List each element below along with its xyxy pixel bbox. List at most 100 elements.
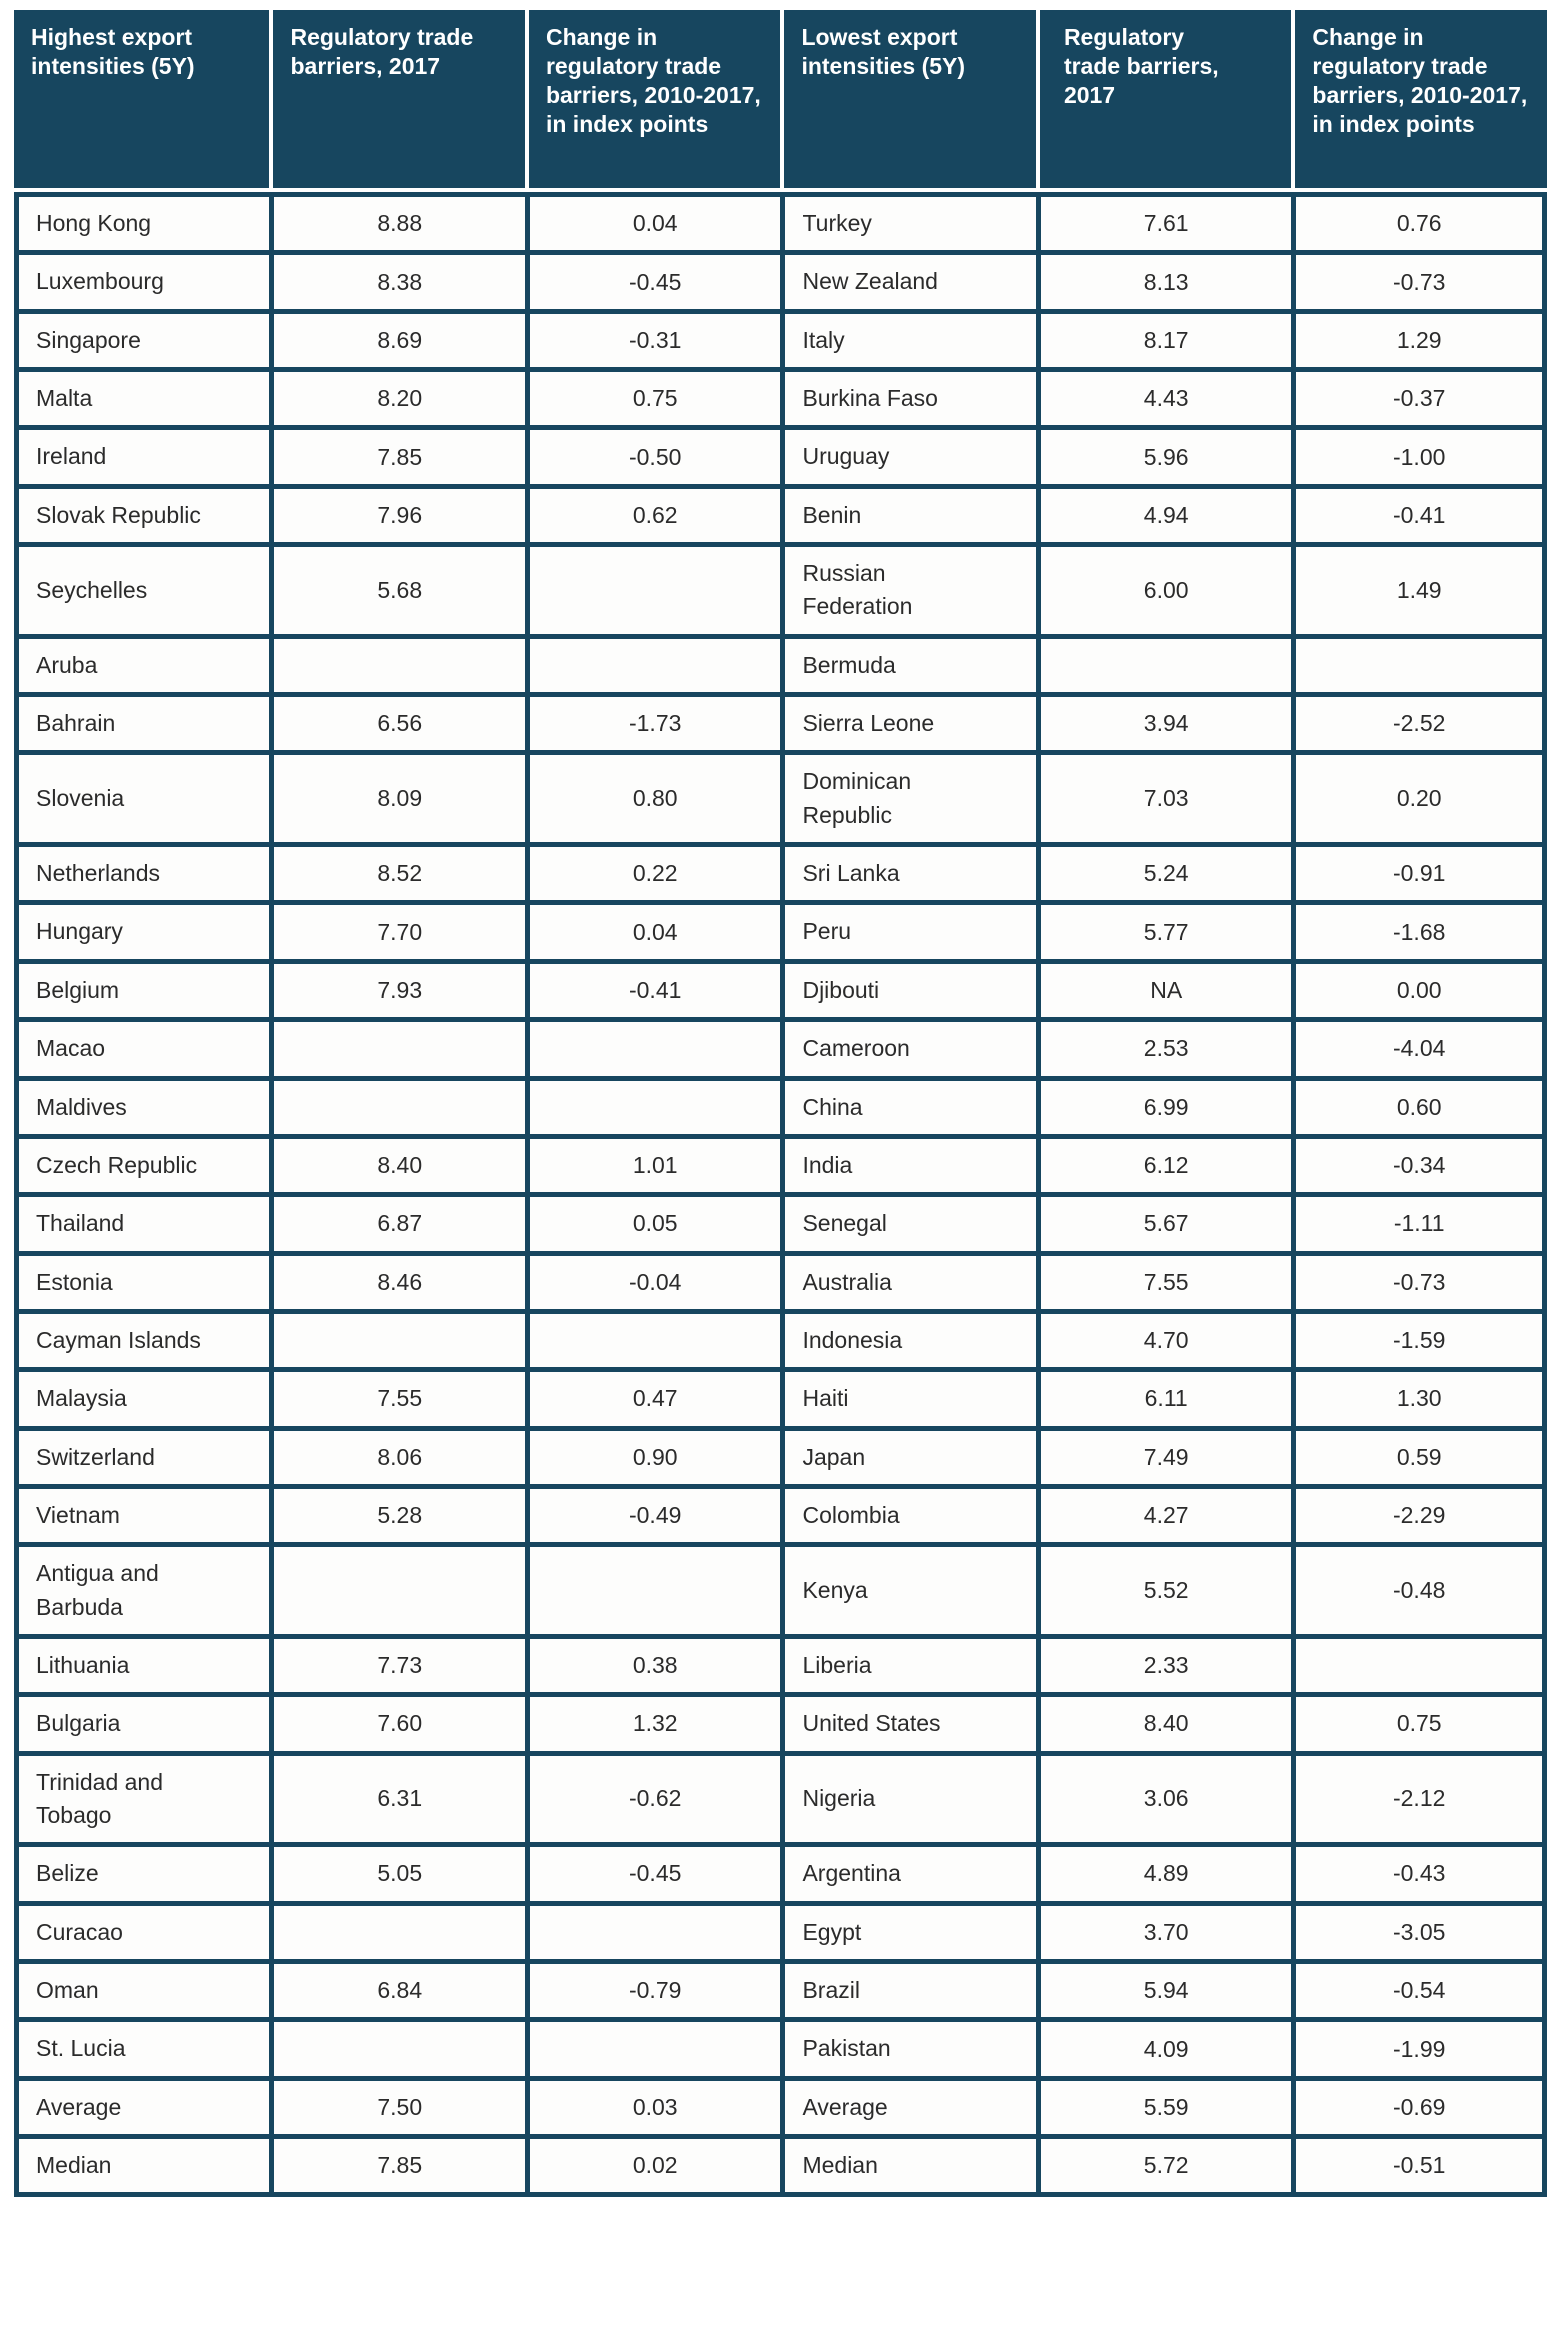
value-cell: -0.37 <box>1291 372 1547 431</box>
value-cell: -0.04 <box>524 1255 781 1314</box>
value-cell: -2.52 <box>1291 697 1547 756</box>
country-cell: Hungary <box>14 905 270 964</box>
country-cell: India <box>780 1138 1036 1198</box>
column-header-lowest-export: Lowest export intensities (5Y) <box>780 10 1036 192</box>
country-cell: Lithuania <box>14 1638 270 1698</box>
country-cell: Pakistan <box>780 2022 1036 2081</box>
value-cell: 0.80 <box>524 755 781 848</box>
value-cell: 0.47 <box>524 1372 781 1431</box>
country-cell: Estonia <box>14 1255 270 1314</box>
table-row: Netherlands 8.52 0.22 Sri Lanka 5.24 -0.91 <box>14 847 1547 906</box>
country-cell: Sierra Leone <box>780 697 1036 756</box>
value-cell: 1.30 <box>1291 1372 1547 1431</box>
value-cell: 7.50 <box>269 2080 525 2140</box>
value-cell: 4.27 <box>1035 1488 1292 1548</box>
value-cell: 1.32 <box>524 1697 781 1756</box>
value-cell: 5.94 <box>1035 1964 1292 2023</box>
value-cell: -0.50 <box>524 430 781 489</box>
country-cell: Average <box>780 2080 1036 2140</box>
value-cell: 7.93 <box>269 963 525 1023</box>
table-row: Antigua and Barbuda Kenya 5.52 -0.48 <box>14 1547 1547 1639</box>
value-cell: 8.52 <box>269 847 525 906</box>
country-cell: Argentina <box>780 1847 1036 1906</box>
value-cell <box>269 2022 525 2081</box>
value-cell: 0.76 <box>1291 192 1547 256</box>
value-cell: 8.38 <box>269 255 525 314</box>
table-row: Macao Cameroon 2.53 -4.04 <box>14 1022 1547 1081</box>
value-cell: -1.73 <box>524 697 781 756</box>
country-cell: Indonesia <box>780 1313 1036 1373</box>
value-cell: 1.49 <box>1291 547 1547 639</box>
value-cell: 5.24 <box>1035 847 1292 906</box>
value-cell: 5.59 <box>1035 2080 1292 2140</box>
value-cell: 7.96 <box>269 488 525 548</box>
table-row: Bahrain 6.56 -1.73 Sierra Leone 3.94 -2.52 <box>14 697 1547 756</box>
value-cell: 4.43 <box>1035 372 1292 431</box>
table-row: Lithuania 7.73 0.38 Liberia 2.33 <box>14 1638 1547 1698</box>
table-row: Estonia 8.46 -0.04 Australia 7.55 -0.73 <box>14 1255 1547 1314</box>
value-cell: -0.48 <box>1291 1547 1547 1639</box>
table-row: Thailand 6.87 0.05 Senegal 5.67 -1.11 <box>14 1197 1547 1256</box>
value-cell <box>269 1080 525 1139</box>
value-cell: -0.51 <box>1291 2139 1547 2198</box>
value-cell: 6.84 <box>269 1964 525 2023</box>
country-cell: Senegal <box>780 1197 1036 1256</box>
table-row: Singapore 8.69 -0.31 Italy 8.17 1.29 <box>14 313 1547 373</box>
country-cell: Japan <box>780 1430 1036 1489</box>
value-cell: -0.69 <box>1291 2080 1547 2140</box>
value-cell: -0.73 <box>1291 1255 1547 1314</box>
value-cell: -1.99 <box>1291 2022 1547 2081</box>
value-cell: -0.41 <box>524 963 781 1023</box>
value-cell: -0.79 <box>524 1964 781 2023</box>
value-cell: -0.54 <box>1291 1964 1547 2023</box>
country-cell: Trinidad and Tobago <box>14 1755 270 1848</box>
value-cell: -0.91 <box>1291 847 1547 906</box>
value-cell: 0.00 <box>1291 963 1547 1023</box>
table-row: St. Lucia Pakistan 4.09 -1.99 <box>14 2022 1547 2081</box>
value-cell: -4.04 <box>1291 1022 1547 1081</box>
value-cell <box>269 1547 525 1639</box>
country-cell: Benin <box>780 488 1036 548</box>
value-cell: 2.33 <box>1035 1638 1292 1698</box>
country-cell: Belgium <box>14 963 270 1023</box>
value-cell: 0.04 <box>524 192 781 256</box>
country-cell: Turkey <box>780 192 1036 256</box>
country-cell: Sri Lanka <box>780 847 1036 906</box>
country-cell: Thailand <box>14 1197 270 1256</box>
value-cell <box>524 547 781 639</box>
value-cell: 6.11 <box>1035 1372 1292 1431</box>
value-cell: -2.29 <box>1291 1488 1547 1548</box>
country-cell: Malaysia <box>14 1372 270 1431</box>
value-cell: 8.06 <box>269 1430 525 1489</box>
table-row: Median 7.85 0.02 Median 5.72 -0.51 <box>14 2139 1547 2198</box>
value-cell: -0.41 <box>1291 488 1547 548</box>
table-row: Bulgaria 7.60 1.32 United States 8.40 0.75 <box>14 1697 1547 1756</box>
country-cell: Median <box>780 2139 1036 2198</box>
country-cell: Brazil <box>780 1964 1036 2023</box>
country-cell: Macao <box>14 1022 270 1081</box>
table-row: Slovak Republic 7.96 0.62 Benin 4.94 -0.41 <box>14 488 1547 548</box>
value-cell <box>1291 1638 1547 1698</box>
value-cell: 5.52 <box>1035 1547 1292 1639</box>
table-row: Belgium 7.93 -0.41 Djibouti NA 0.00 <box>14 963 1547 1023</box>
value-cell: 8.40 <box>1035 1697 1292 1756</box>
value-cell: 6.56 <box>269 697 525 756</box>
value-cell <box>269 1905 525 1964</box>
table-row: Switzerland 8.06 0.90 Japan 7.49 0.59 <box>14 1430 1547 1489</box>
table-body: Hong Kong 8.88 0.04 Turkey 7.61 0.76 Luxembour… <box>14 192 1547 2198</box>
country-cell: Colombia <box>780 1488 1036 1548</box>
country-cell: Burkina Faso <box>780 372 1036 431</box>
table-row: Slovenia 8.09 0.80 Dominican Republic 7.03 0.… <box>14 755 1547 848</box>
country-cell: Haiti <box>780 1372 1036 1431</box>
value-cell: 0.03 <box>524 2080 781 2140</box>
column-header-highest-export: Highest export intensities (5Y) <box>14 10 270 192</box>
country-cell: Liberia <box>780 1638 1036 1698</box>
value-cell <box>269 1313 525 1373</box>
table-row: Maldives China 6.99 0.60 <box>14 1080 1547 1139</box>
country-cell: St. Lucia <box>14 2022 270 2081</box>
value-cell: 0.22 <box>524 847 781 906</box>
table-row: Seychelles 5.68 Russian Federation 6.00 1.49 <box>14 547 1547 639</box>
value-cell: 0.90 <box>524 1430 781 1489</box>
value-cell: 0.04 <box>524 905 781 964</box>
value-cell: 8.13 <box>1035 255 1292 314</box>
